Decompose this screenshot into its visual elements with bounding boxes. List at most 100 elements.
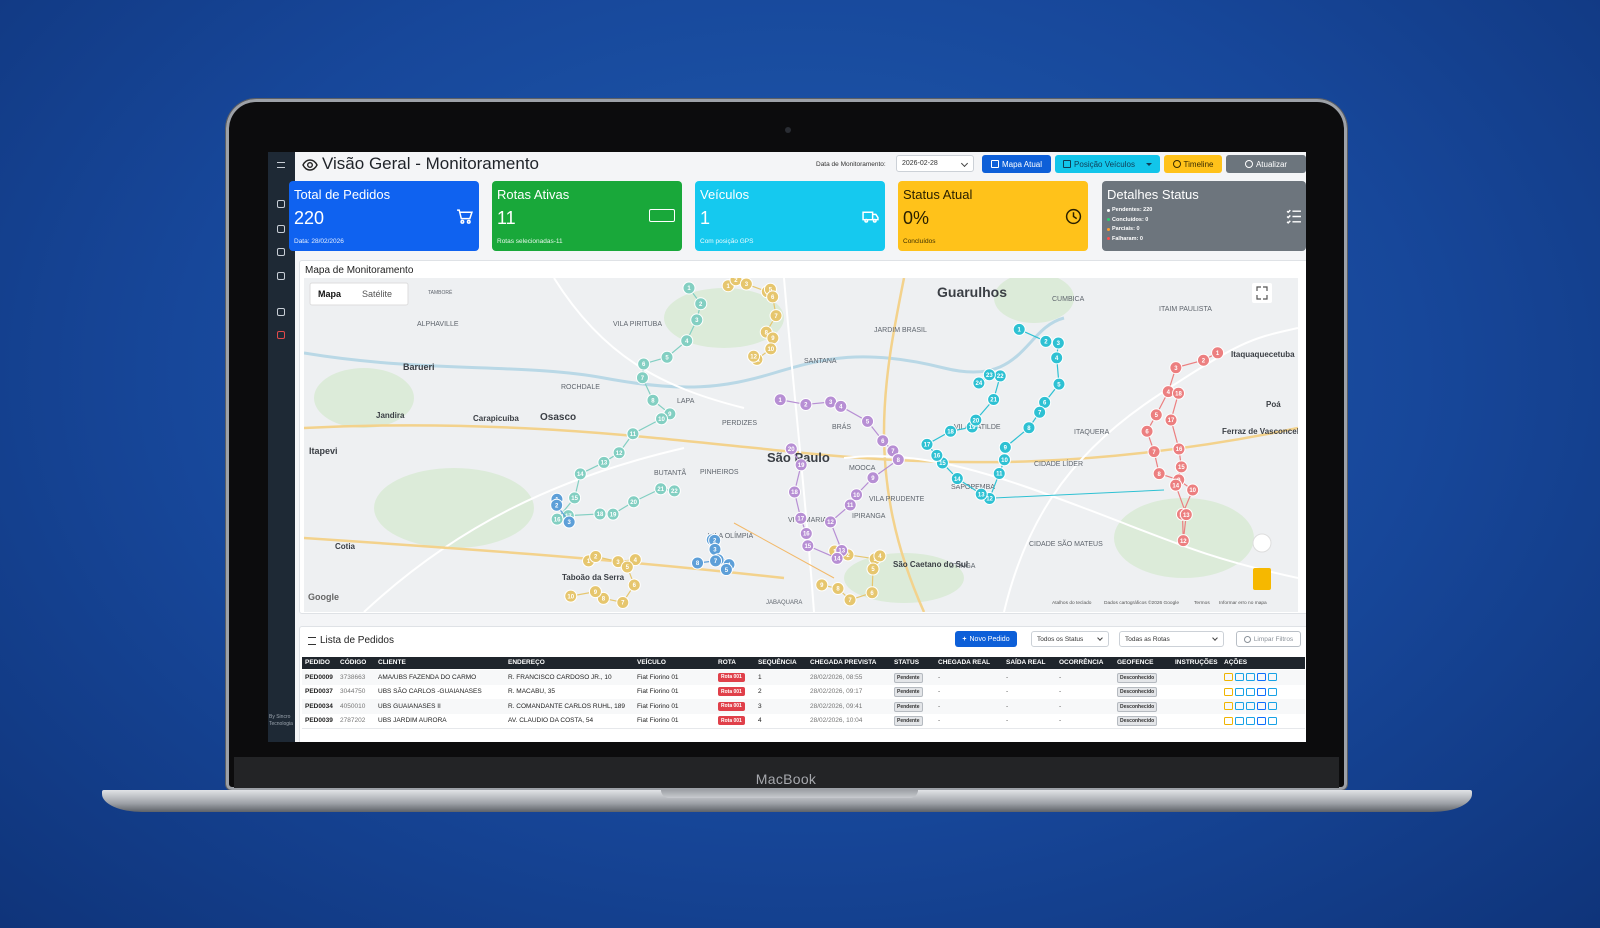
map-tab: Satélite [362,289,392,299]
place-label: ROCHDALE [561,384,600,391]
sidebar-icon[interactable] [277,162,285,168]
card-note: Data: 28/02/2026 [294,238,344,245]
stop-label: 19 [969,425,976,431]
action-button[interactable] [1268,673,1277,681]
action-button[interactable] [1268,687,1277,696]
table-cell: Rota 001 [718,716,745,725]
stop-label: 7 [641,376,645,382]
stop-label: 1 [779,398,783,404]
sidebar-icon[interactable] [277,225,285,233]
place-label: VILA OLÍMPIA [708,531,753,540]
place-label: Cotia [335,542,356,551]
status-line: Falharam: 0 [1107,236,1143,242]
action-button[interactable] [1268,716,1277,725]
sidebar-icon[interactable] [277,248,285,256]
sidebar-icon[interactable] [277,331,285,339]
route-stop [690,313,704,327]
table-cell: - [1059,688,1062,695]
column-header: INSTRUÇÕES [1175,659,1218,666]
route-stop [1174,460,1188,474]
action-button[interactable] [1257,716,1266,725]
new-order-button[interactable]: + Novo Pedido [955,631,1017,647]
action-button[interactable] [1257,673,1266,681]
stop-label: 12 [827,520,834,526]
stop-label: 23 [986,373,993,379]
place-label: Itapevi [309,446,338,456]
route-link [733,522,835,579]
route-stop [1012,322,1026,336]
table-cell: 4 [758,717,762,724]
table-cell: Pendente [894,716,923,726]
status-text: Pendentes: 220 [1112,207,1153,213]
status-line: Parciais: 0 [1107,226,1140,232]
stop-label: 1 [1216,351,1220,357]
route-stop [794,511,808,525]
card-title: Status Atual [903,187,973,202]
route-stop [1169,478,1183,492]
action-button[interactable] [1268,702,1277,710]
stop-label: 8 [696,561,700,567]
map-tab: Mapa [318,289,342,299]
column-header: STATUS [894,659,920,666]
stat-card: Status Atual 0% Concluídos [898,181,1088,251]
route-stop [637,357,651,371]
stop-label: 15 [571,496,578,502]
header-button[interactable]: Mapa Atual [982,155,1051,173]
card-note: Rotas selecionadas-11 [497,238,563,245]
table-cell: - [938,717,941,724]
action-button[interactable] [1246,702,1255,710]
stop-label: 16 [1176,447,1183,453]
column-header: CÓDIGO [340,659,367,666]
action-button[interactable] [1224,716,1233,725]
map[interactable]: Guarulhos São Paulo Osasco Barueri Itapevi Ja… [304,278,1298,612]
caret [1097,635,1103,641]
clear-filters-button[interactable]: Limpar Filtros [1236,631,1301,647]
action-button[interactable] [1224,702,1233,710]
stat-card: Veículos 1 Com posição GPS [695,181,885,251]
stop-label: 11 [996,472,1003,478]
action-button[interactable] [1246,673,1255,681]
header-button[interactable]: Atualizar [1226,155,1306,173]
card-value: 1 [700,208,711,228]
stop-label: 2 [713,539,717,545]
column-header: SEQUÊNCIA [758,659,797,666]
date-input[interactable]: 2026-02-28 [896,155,974,172]
action-button[interactable] [1246,716,1255,725]
stop-label: 12 [1180,539,1187,545]
stop-label: 3 [713,548,717,554]
sidebar-icon[interactable] [277,272,285,280]
sidebar-icon[interactable] [277,308,285,316]
action-button[interactable] [1235,702,1244,710]
screen: By Sincro Tecnologia Visão Geral - Monito… [268,152,1306,742]
header-button[interactable]: Posição Veículos [1055,155,1160,173]
route-stop [597,455,611,469]
table-cell: Desconhecido [1117,716,1158,726]
action-button[interactable] [1224,673,1233,681]
action-button[interactable] [1235,673,1244,681]
filter-select[interactable]: Todos os Status [1031,631,1109,647]
header-button[interactable]: Timeline [1164,155,1222,173]
stop-label: 13 [1183,513,1190,519]
action-button[interactable] [1246,687,1255,696]
column-header: AÇÕES [1224,659,1248,666]
stop-label: 14 [954,477,961,483]
sidebar-icon[interactable] [277,200,285,208]
laptop-base [102,790,1472,812]
action-button[interactable] [1257,687,1266,696]
place-label: JARDIM BRASIL [874,327,927,334]
action-button[interactable] [1224,687,1233,696]
route-stop [997,453,1011,467]
action-button[interactable] [1235,716,1244,725]
laptop-chin [234,757,1339,788]
place-label: UTINGA [949,563,976,570]
place-label: LAPA [677,398,695,405]
place-label: ITAQUERA [1074,429,1110,436]
stop-label: 6 [881,439,885,445]
filter-button[interactable] [649,209,675,222]
action-button[interactable] [1235,687,1244,696]
icon [457,209,473,224]
filter-select[interactable]: Todas as Rotas [1119,631,1224,647]
stop-label: 7 [621,601,625,607]
action-button[interactable] [1257,702,1266,710]
